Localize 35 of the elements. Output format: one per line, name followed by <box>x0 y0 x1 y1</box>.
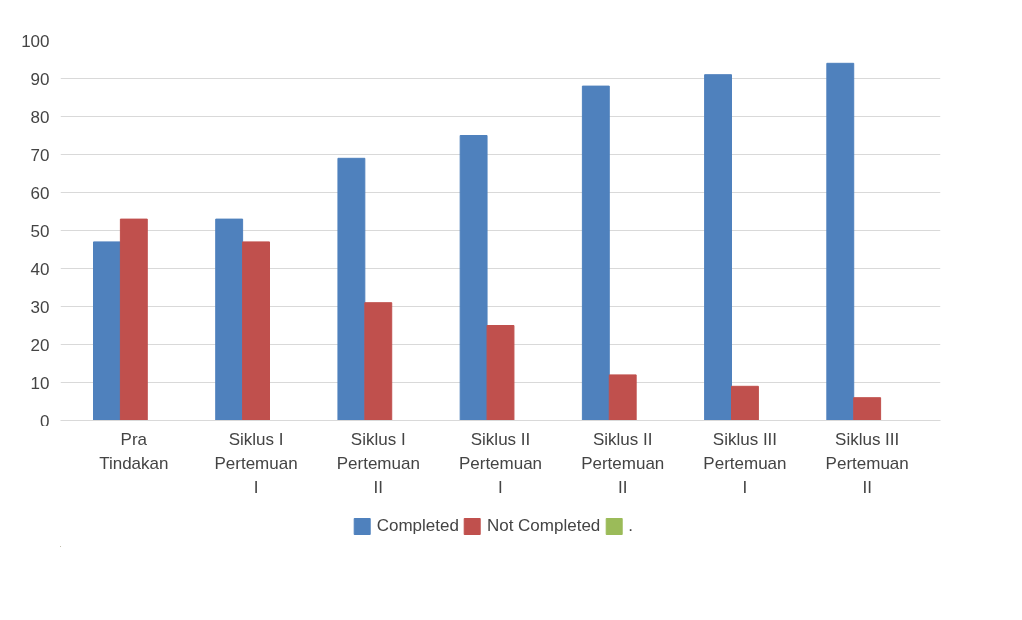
legend-label: . <box>628 516 635 536</box>
bar <box>119 218 148 421</box>
bar <box>486 325 515 421</box>
bar <box>826 62 855 421</box>
legend-label: Completed <box>376 516 459 536</box>
y-tick-label: 50 <box>30 221 50 241</box>
bar <box>853 397 882 421</box>
bar <box>337 157 366 421</box>
y-tick-label: 20 <box>30 335 50 355</box>
bar <box>459 135 488 421</box>
x-tick-label: Siklus I Pertemuan I <box>214 430 298 497</box>
x-tick-label: Siklus I Pertemuan II <box>336 430 420 497</box>
y-tick-label: 40 <box>30 259 50 279</box>
x-tick-label: Siklus II Pertemuan II <box>581 430 665 497</box>
y-tick-label: 70 <box>30 145 50 165</box>
bar <box>608 374 637 421</box>
x-tick-label: Siklus III Pertemuan II <box>825 430 909 497</box>
x-tick-label: Siklus II Pertemuan I <box>458 430 543 497</box>
y-tick-label: 80 <box>30 107 50 127</box>
bar <box>364 302 393 421</box>
legend-label: Not Completed <box>486 516 601 536</box>
bar <box>704 74 732 421</box>
y-tick-label: 30 <box>30 297 50 317</box>
y-tick-label: 0 <box>40 411 50 431</box>
bar <box>215 218 244 421</box>
x-tick-label: Pra Tindakan <box>99 430 169 473</box>
y-tick-label: 10 <box>30 373 50 393</box>
y-tick-label: 60 <box>30 183 50 203</box>
x-tick-label: Siklus III Pertemuan I <box>703 430 787 497</box>
bar <box>581 85 610 421</box>
y-tick-label: 90 <box>30 69 50 89</box>
bar <box>242 241 270 421</box>
y-tick-label: 100 <box>21 31 50 51</box>
bar <box>731 385 759 421</box>
bar <box>93 241 121 421</box>
